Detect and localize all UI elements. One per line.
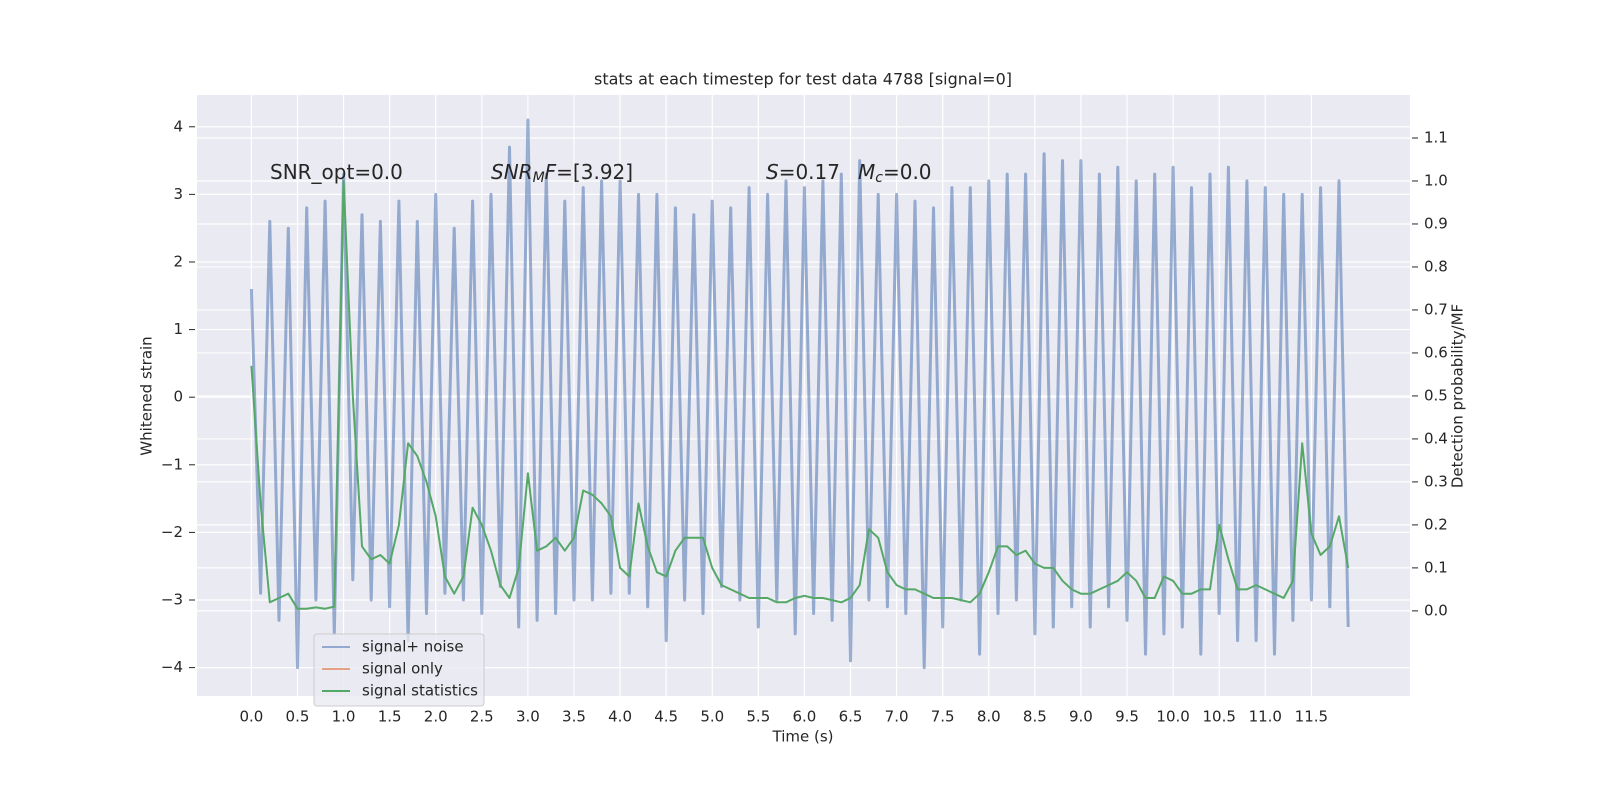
- annotation-part: =0.0: [883, 160, 932, 184]
- x-tick-label: 8.0: [977, 708, 1001, 726]
- y2-tick-label: 0.2: [1424, 515, 1448, 533]
- annotation: SNRMF=[3.92]: [491, 160, 633, 187]
- y2-tick-label: 0.8: [1424, 257, 1448, 275]
- x-tick-label: 8.5: [1023, 708, 1047, 726]
- legend-label: signal only: [362, 660, 443, 678]
- series-line: [249, 118, 1350, 670]
- x-tick-label: 9.0: [1069, 708, 1093, 726]
- annotation-part: SNR: [491, 160, 533, 184]
- y-tick-label: −3: [161, 591, 183, 609]
- x-tick-label: 5.5: [746, 708, 770, 726]
- x-tick-label: 11.0: [1249, 708, 1282, 726]
- annotation-part: M: [858, 160, 875, 184]
- y-axis-label: Whitened strain: [138, 336, 156, 455]
- annotation-part: M: [533, 170, 545, 186]
- x-tick-label: 6.5: [839, 708, 863, 726]
- legend-label: signal+ noise: [362, 638, 464, 656]
- y2-tick-label: 1.1: [1424, 128, 1448, 146]
- x-tick-label: 2.5: [470, 708, 494, 726]
- x-tick-label: 6.0: [792, 708, 816, 726]
- y2-tick-label: 1.0: [1424, 171, 1448, 189]
- y-tick-label: −1: [161, 455, 183, 473]
- y2-tick-label: 0.5: [1424, 386, 1448, 404]
- x-axis-label: Time (s): [772, 728, 834, 746]
- y2-tick-label: 0.0: [1424, 601, 1448, 619]
- y2-tick-label: 0.4: [1424, 429, 1448, 447]
- x-tick-label: 3.0: [516, 708, 540, 726]
- x-tick-label: 9.5: [1115, 708, 1139, 726]
- chart-title: stats at each timestep for test data 478…: [594, 70, 1012, 89]
- x-tick-label: 11.5: [1295, 708, 1328, 726]
- annotation-part: F: [545, 160, 557, 184]
- annotation-part: SNR_opt=0.0: [270, 160, 403, 184]
- y-tick-label: 1: [173, 320, 183, 338]
- y-tick-label: 2: [173, 252, 183, 270]
- x-tick-label: 7.0: [885, 708, 909, 726]
- x-tick-label: 1.0: [332, 708, 356, 726]
- annotation-part: =[3.92]: [556, 160, 633, 184]
- y-tick-label: −2: [161, 523, 183, 541]
- x-tick-label: 1.5: [378, 708, 402, 726]
- x-tick-label: 2.0: [424, 708, 448, 726]
- y2-tick-label: 0.1: [1424, 558, 1448, 576]
- annotation-part: S: [766, 160, 779, 184]
- x-tick-label: 3.5: [562, 708, 586, 726]
- y2-tick-label: 0.3: [1424, 472, 1448, 490]
- y2-tick-label: 0.6: [1424, 343, 1448, 361]
- legend-box: [313, 633, 485, 707]
- series-line: [250, 180, 1350, 610]
- y-tick-label: 3: [173, 185, 183, 203]
- y-tick-label: −4: [161, 658, 183, 676]
- annotation: SNR_opt=0.0: [270, 160, 403, 184]
- x-tick-label: 4.5: [654, 708, 678, 726]
- x-tick-label: 5.0: [700, 708, 724, 726]
- y2-tick-label: 0.7: [1424, 300, 1448, 318]
- annotation: S=0.17: [766, 160, 840, 184]
- y-tick-label: 4: [173, 117, 183, 135]
- x-tick-label: 10.5: [1202, 708, 1235, 726]
- x-tick-label: 10.0: [1156, 708, 1189, 726]
- y-tick-label: 0: [173, 388, 183, 406]
- x-tick-label: 0.0: [239, 708, 263, 726]
- x-tick-label: 7.5: [931, 708, 955, 726]
- y2-axis-label: Detection probability/MF: [1449, 304, 1467, 488]
- annotation-part: =0.17: [779, 160, 840, 184]
- annotation: Mc=0.0: [858, 160, 932, 187]
- x-tick-label: 4.0: [608, 708, 632, 726]
- y2-tick-label: 0.9: [1424, 214, 1448, 232]
- legend-label: signal statistics: [362, 682, 478, 700]
- x-tick-label: 0.5: [286, 708, 310, 726]
- annotation-part: c: [875, 170, 883, 186]
